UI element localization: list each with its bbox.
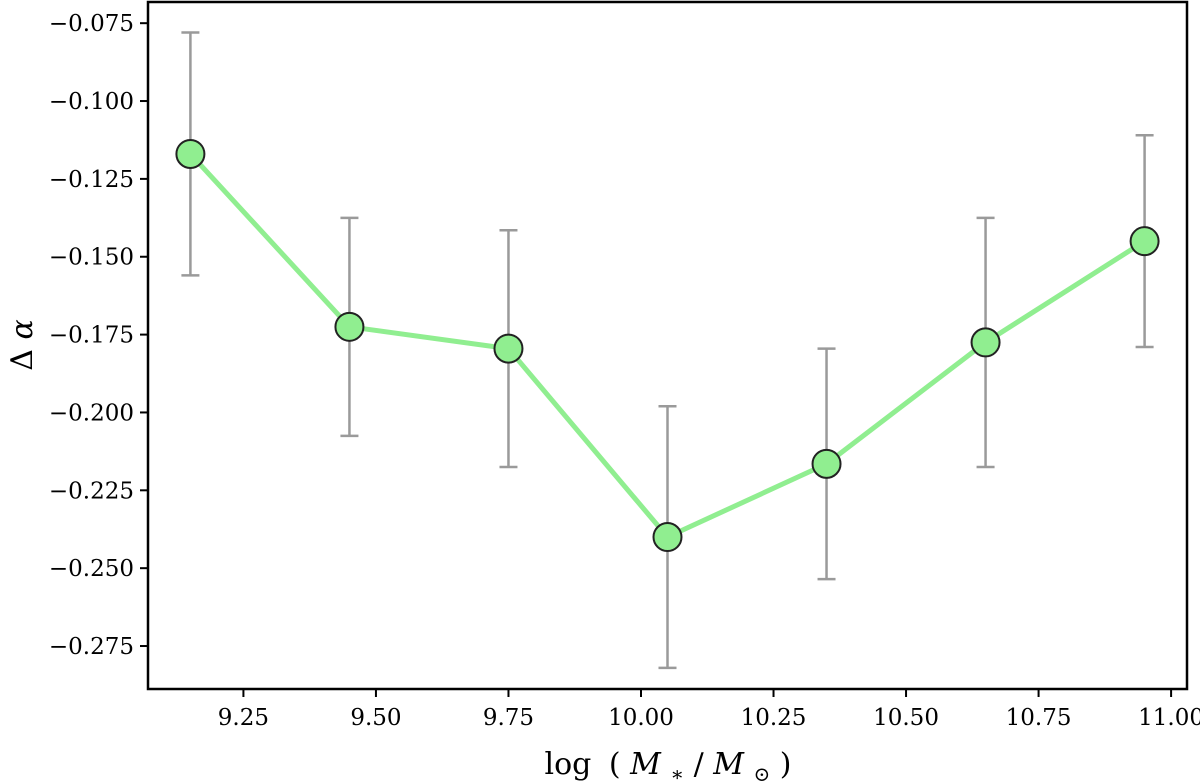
x-tick-label: 10.50 (873, 705, 939, 731)
x-label-den: M (712, 747, 745, 782)
x-tick-label: 10.75 (1006, 705, 1072, 731)
data-point (970, 327, 1001, 358)
x-tick-label: 10.00 (608, 705, 674, 731)
y-tick-label: −0.175 (49, 323, 134, 349)
y-ticks-group: −0.075 −0.100 −0.125 −0.150 −0.175 −0.200 −0.2… (49, 11, 148, 660)
y-label-alpha: α (5, 319, 40, 339)
x-tick-label: 9.50 (350, 705, 401, 731)
x-label-num: M (629, 747, 662, 782)
plot-frame (146, 0, 1189, 691)
data-point (652, 522, 683, 553)
y-tick-label: −0.200 (49, 400, 134, 426)
y-label-delta: Δ (5, 349, 40, 371)
y-tick-label: −0.100 (49, 89, 134, 115)
data-point (1129, 226, 1160, 257)
y-tick-label: −0.150 (49, 245, 134, 271)
x-tick-label: 9.75 (483, 705, 534, 731)
x-label-close: ) (780, 747, 792, 782)
x-label-open: ( (609, 747, 621, 782)
x-axis-label: log ( M ∗ / M ⊙ ) (544, 747, 791, 783)
x-label-num-sub: ∗ (670, 762, 684, 783)
x-ticks-group: 9.25 9.50 9.75 10.00 10.25 10.50 10.75 11.00 (218, 689, 1200, 731)
y-tick-label: −0.275 (49, 634, 134, 660)
markers-group (175, 138, 1160, 553)
y-tick-label: −0.250 (49, 556, 134, 582)
x-label-den-sub: ⊙ (753, 762, 770, 783)
y-tick-label: −0.075 (49, 11, 134, 37)
data-point (334, 311, 365, 342)
x-label-func: log (544, 747, 591, 782)
data-point (493, 333, 524, 364)
y-tick-label: −0.225 (49, 478, 134, 504)
x-tick-label: 11.00 (1138, 705, 1200, 731)
data-point (811, 448, 842, 479)
y-tick-label: −0.125 (49, 167, 134, 193)
data-point (175, 138, 206, 169)
y-axis-label: Δ α (5, 319, 40, 370)
x-tick-label: 10.25 (741, 705, 807, 731)
x-tick-label: 9.25 (218, 705, 269, 731)
x-label-slash: / (694, 747, 705, 782)
